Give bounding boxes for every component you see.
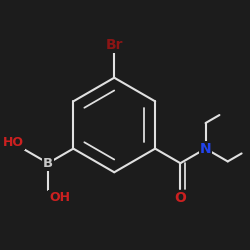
Text: Br: Br <box>106 38 123 52</box>
Text: HO: HO <box>3 136 24 148</box>
Text: B: B <box>43 157 53 170</box>
Text: O: O <box>174 191 186 205</box>
Text: OH: OH <box>49 191 70 204</box>
Text: N: N <box>200 142 211 156</box>
